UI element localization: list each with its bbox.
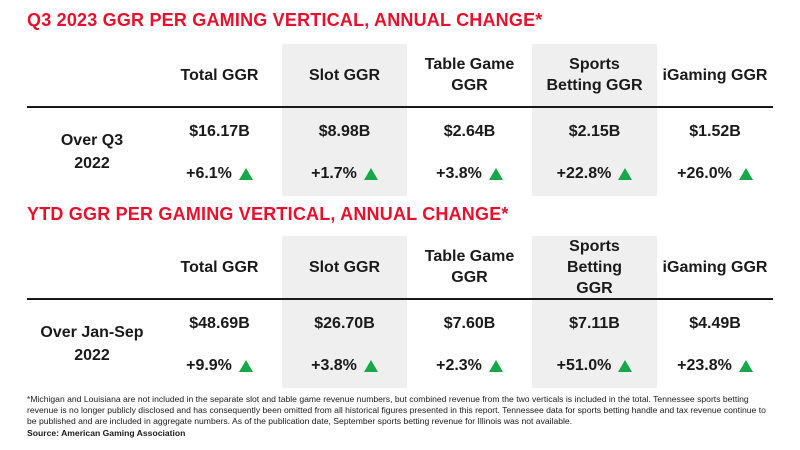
change-text: +1.7%	[311, 165, 357, 182]
up-arrow-icon	[488, 168, 503, 180]
change-text: +3.8%	[311, 357, 357, 374]
row-label: Over Q3 2022	[27, 108, 157, 196]
ytd-table-title: YTD GGR PER GAMING VERTICAL, ANNUAL CHAN…	[27, 204, 509, 224]
source-note: Source: American Gaming Association	[27, 428, 186, 438]
up-arrow-icon	[238, 360, 253, 372]
shade-column-sports	[532, 44, 657, 196]
value-total-ggr: $16.17B	[189, 123, 250, 140]
change-igaming-ggr: +23.8%	[657, 355, 773, 377]
header-total-ggr: Total GGR	[180, 258, 259, 276]
change-text: +3.8%	[436, 165, 482, 182]
change-slot-ggr: +3.8%	[282, 355, 407, 377]
header-table-game-ggr: Table Game GGR	[407, 236, 532, 298]
header-total-ggr: Total GGR	[180, 66, 259, 84]
header-table-game-text: Table Game GGR	[424, 248, 515, 286]
header-igaming-ggr: iGaming GGR	[662, 258, 768, 276]
change-table-game-ggr: +2.3%	[407, 355, 532, 377]
change-text: +23.8%	[677, 357, 732, 374]
change-total-ggr: +9.9%	[157, 355, 282, 377]
row-label: Over Jan-Sep 2022	[27, 300, 157, 388]
header-sports-betting-ggr: Sports Betting GGR	[532, 236, 657, 298]
header-table-game-text: Table Game GGR	[424, 56, 515, 94]
shade-column-sports	[532, 236, 657, 388]
change-text: +2.3%	[436, 357, 482, 374]
q3-ggr-table: Total GGR Slot GGR Table Game GGR Sports…	[27, 44, 773, 196]
ytd-ggr-table: Total GGR Slot GGR Table Game GGR Sports…	[27, 236, 773, 388]
change-text: +22.8%	[556, 165, 612, 182]
value-slot-ggr: $8.98B	[318, 123, 371, 140]
header-divider	[27, 106, 773, 108]
value-sports-betting-ggr: $2.15B	[568, 123, 621, 140]
up-arrow-icon	[238, 168, 253, 180]
up-arrow-icon	[363, 360, 378, 372]
up-arrow-icon	[738, 168, 753, 180]
header-sports-text: Sports Betting GGR	[546, 56, 643, 94]
value-igaming-ggr: $4.49B	[689, 315, 741, 332]
up-arrow-icon	[618, 168, 633, 180]
header-table-game-ggr: Table Game GGR	[407, 44, 532, 106]
value-total-ggr: $48.69B	[189, 315, 250, 332]
header-slot-ggr: Slot GGR	[308, 66, 381, 84]
value-slot-ggr: $26.70B	[314, 315, 375, 332]
up-arrow-icon	[738, 360, 753, 372]
change-sports-betting-ggr: +22.8%	[532, 163, 657, 185]
change-sports-betting-ggr: +51.0%	[532, 355, 657, 377]
change-slot-ggr: +1.7%	[282, 163, 407, 185]
change-total-ggr: +6.1%	[157, 163, 282, 185]
row-label-text: Over Jan-Sep 2022	[40, 324, 144, 364]
value-table-game-ggr: $7.60B	[443, 315, 496, 332]
up-arrow-icon	[363, 168, 378, 180]
q3-table-title: Q3 2023 GGR PER GAMING VERTICAL, ANNUAL …	[27, 10, 543, 30]
header-slot-ggr: Slot GGR	[308, 258, 381, 276]
shade-column-slot	[282, 44, 407, 196]
change-igaming-ggr: +26.0%	[657, 163, 773, 185]
value-sports-betting-ggr: $7.11B	[569, 315, 620, 332]
header-igaming-ggr: iGaming GGR	[662, 66, 768, 84]
value-table-game-ggr: $2.64B	[443, 123, 496, 140]
change-text: +9.9%	[186, 357, 232, 374]
header-divider	[27, 298, 773, 300]
row-label-text: Over Q3 2022	[60, 132, 124, 172]
shade-column-slot	[282, 236, 407, 388]
up-arrow-icon	[488, 360, 503, 372]
change-text: +51.0%	[556, 357, 612, 374]
header-sports-betting-ggr: Sports Betting GGR	[532, 44, 657, 106]
change-table-game-ggr: +3.8%	[407, 163, 532, 185]
header-sports-text: Sports Betting GGR	[566, 237, 623, 297]
value-igaming-ggr: $1.52B	[689, 123, 741, 140]
change-text: +26.0%	[677, 165, 732, 182]
change-text: +6.1%	[186, 165, 232, 182]
up-arrow-icon	[618, 360, 633, 372]
footnote: *Michigan and Louisiana are not included…	[27, 394, 766, 427]
